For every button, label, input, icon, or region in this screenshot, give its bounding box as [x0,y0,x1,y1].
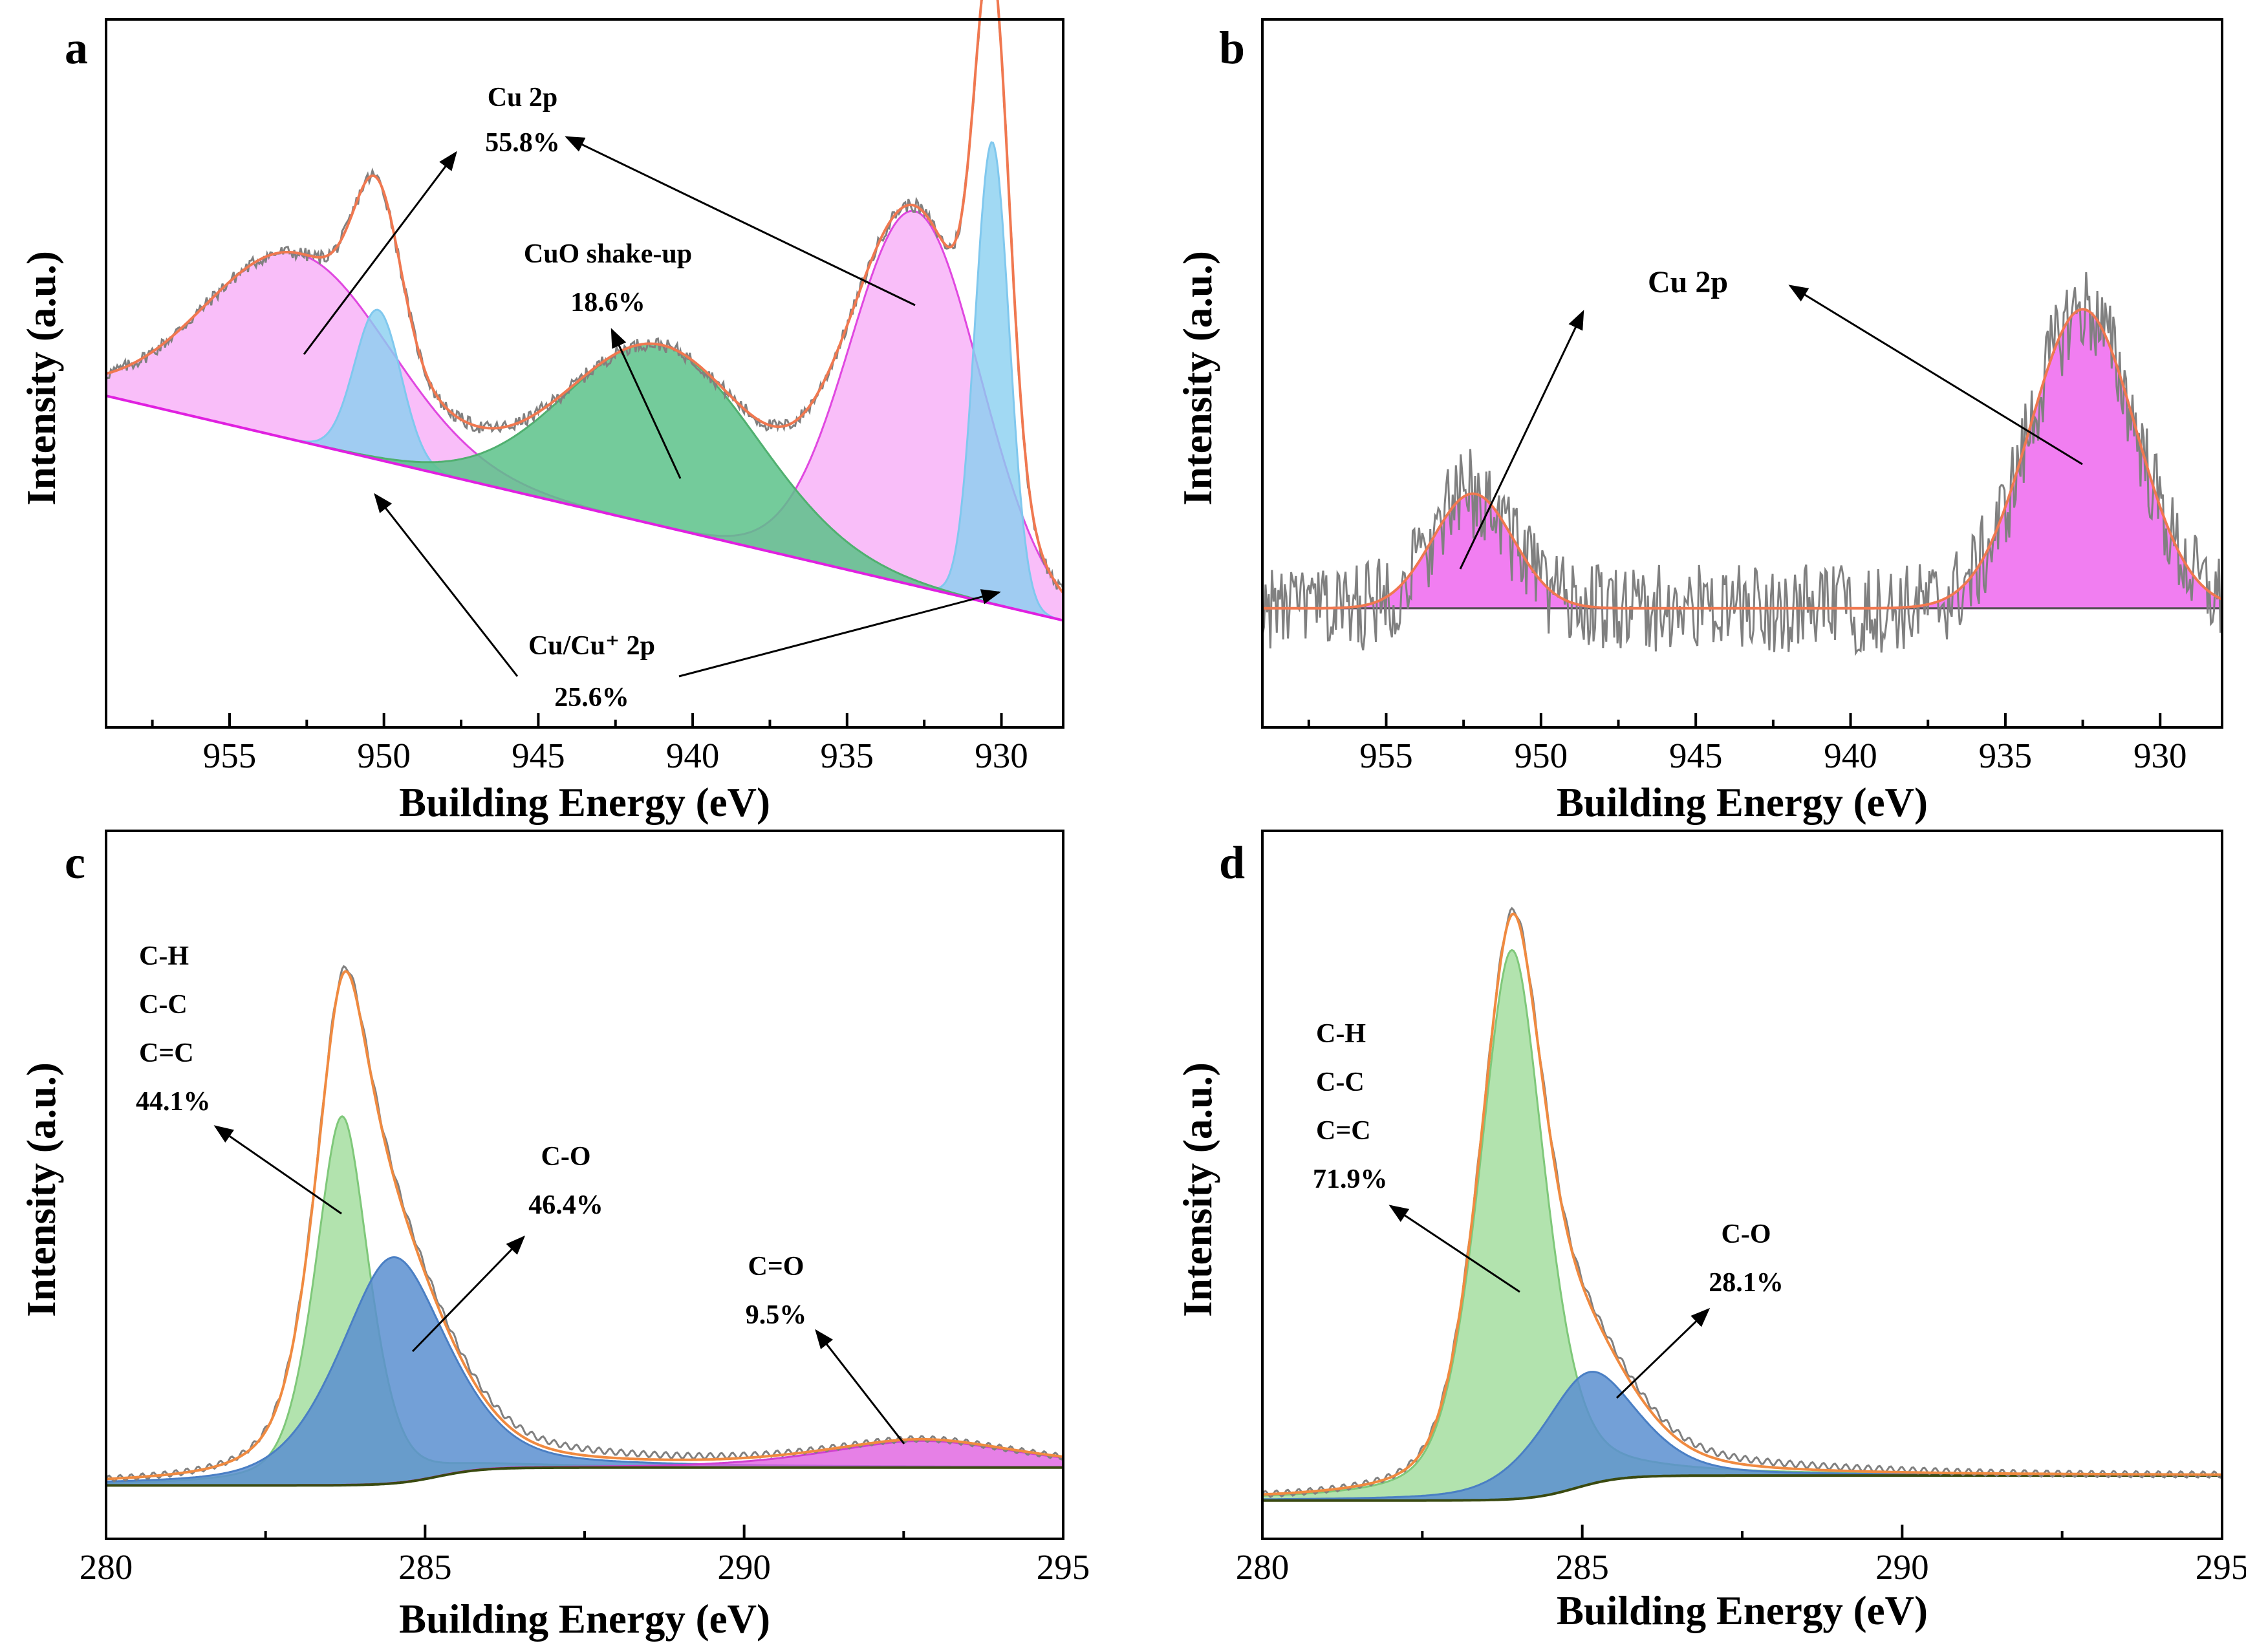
panel-d-raw-trace [1261,906,2223,1499]
panel-a-arrow-cuplus-left [374,493,519,677]
panel-b-frame [1261,18,2223,729]
panel-c-anno-ch-2: C-C [139,990,188,1020]
panel-b-xtick-label: 930 [2133,736,2187,775]
panel-d-arrow-co [1615,1307,1711,1399]
panel-d-xtick-label: 280 [1236,1547,1290,1587]
panel-c-letter: c [65,837,85,888]
panel-a-arrow-cu2p-right [565,136,916,306]
panel-d-xtick-label: 295 [2196,1547,2246,1587]
panel-d-arrow-ch [1388,1205,1520,1293]
panel-b-xtick-label: 935 [1979,736,2033,775]
panel-b-anno-cu2p-label: Cu 2p [1648,265,1728,299]
panel-d-xtick-label: 285 [1555,1547,1609,1587]
panel-a-arrow-shakeup [610,328,682,479]
panel-c-anno-ceqo-label: C=O [748,1252,804,1282]
panel-c-baseline [106,1466,1063,1487]
panel-b-lines [1261,272,2223,656]
panel-c-anno-ch-3: C=C [139,1038,194,1068]
panel-d-anno-ch-3: C=C [1316,1116,1371,1146]
panel-a-anno-cu2p-label: Cu 2p [488,83,558,113]
panel-a-anno-shakeup-label: CuO shake-up [524,239,692,269]
panel-d-envelope [1262,912,2222,1496]
panel-c-peak-1 [105,1115,1064,1486]
panel-c-xtick-label: 290 [717,1547,771,1587]
panel-a-raw-trace [105,0,1064,590]
panel-a-letter: a [65,22,88,74]
panel-b-ticks: 955 950 945 940 935 930 [1307,713,2187,775]
panel-d-anno-co-label: C-O [1722,1219,1771,1249]
panel-c-lines [105,965,1064,1487]
panel-b-fills [1262,308,2223,610]
panel-b-xtick-label: 945 [1669,736,1723,775]
panel-d-xlabel: Building Energy (eV) [1557,1588,1928,1633]
panel-d-anno-co-value: 28.1% [1709,1268,1784,1298]
panel-b-xtick-label: 955 [1359,736,1413,775]
panel-a-xtick-label: 940 [666,736,720,775]
panel-c-xtick-label: 285 [398,1547,452,1587]
panel-b-ylabel: Intensity (a.u.) [1175,251,1220,506]
panel-b-arrow-left [1459,310,1584,570]
panel-c-ticks: 280 285 290 295 [80,1525,1090,1587]
panel-c-anno-co-value: 46.4% [528,1190,603,1220]
panel-a: 955 950 945 940 935 930 a Building Energy (eV… [19,0,1064,825]
panel-a-anno-cu2p-value: 55.8% [485,128,560,158]
panel-d: 280 285 290 295 d Building Energy (eV) Inte… [1175,830,2246,1633]
panel-b-envelope [1262,308,2223,610]
panel-b-xlabel: Building Energy (eV) [1557,780,1928,825]
panel-d-letter: d [1219,837,1245,888]
panel-a-anno-cuplus-value: 25.6% [554,683,629,713]
panel-a-xtick-label: 945 [512,736,565,775]
panel-b-xtick-label: 940 [1824,736,1877,775]
panel-c-anno-co-label: C-O [541,1142,591,1172]
panel-a-anno-shakeup-value: 18.6% [570,288,645,317]
panel-c-anno-ch-1: C-H [139,941,189,971]
panel-c-anno-ceqo-value: 9.5% [746,1300,807,1330]
panel-a-ticks: 955 950 945 940 935 930 [151,713,1028,775]
panel-b-letter: b [1219,22,1245,74]
panel-b-peak-2 [1262,308,2223,610]
panel-d-anno-ch-value: 71.9% [1313,1164,1388,1194]
panel-c-xtick-label: 295 [1037,1547,1090,1587]
panel-d-anno-ch-1: C-H [1316,1019,1366,1049]
panel-c-xtick-label: 280 [80,1547,133,1587]
panel-c-fills [105,1115,1064,1486]
panel-c-raw-trace [105,965,1064,1483]
panel-d-lines [1261,906,2223,1502]
panel-a-anno-cuplus-label: Cu/Cu⁺ 2p [528,631,655,661]
panel-a-frame [105,18,1064,729]
panel-a-envelope [105,0,1064,594]
panel-b: 955 950 945 940 935 930 b Building Energy (eV… [1175,18,2223,825]
panel-a-arrow-cuplus-right [678,589,1001,678]
panel-a-xtick-label: 935 [821,736,874,775]
panel-c-xlabel: Building Energy (eV) [399,1596,770,1642]
panel-a-arrow-cu2p-left [303,151,457,355]
panel-c-anno-ch-value: 44.1% [136,1087,211,1117]
panel-d-frame [1261,830,2223,1540]
panel-b-arrow-right [1788,284,2083,466]
panel-b-xtick-label: 950 [1515,736,1568,775]
panel-c-arrow-ceqo [815,1329,905,1444]
panel-c-arrow-ch [213,1125,342,1215]
panel-a-baseline [105,394,1064,622]
panel-c-frame [105,830,1064,1540]
panel-a-xtick-label: 930 [975,736,1028,775]
panel-c-arrow-co [411,1235,526,1353]
panel-d-ticks: 280 285 290 295 [1236,1525,2246,1587]
panel-a-xtick-label: 950 [357,736,411,775]
panel-a-xtick-label: 955 [203,736,257,775]
panel-c-envelope [105,970,1064,1481]
panel-a-xlabel: Building Energy (eV) [399,780,770,825]
panel-d-xtick-label: 290 [1875,1547,1929,1587]
panel-c-ylabel: Intensity (a.u.) [19,1062,64,1317]
panel-d-anno-ch-2: C-C [1316,1067,1365,1097]
panel-c: 280 285 290 295 c Building Energy (eV) Inte… [19,830,1090,1642]
panel-d-ylabel: Intensity (a.u.) [1175,1062,1220,1317]
panel-a-ylabel: Intensity (a.u.) [19,251,64,506]
panel-a-lines [105,0,1064,622]
panel-b-raw-trace [1261,272,2223,656]
